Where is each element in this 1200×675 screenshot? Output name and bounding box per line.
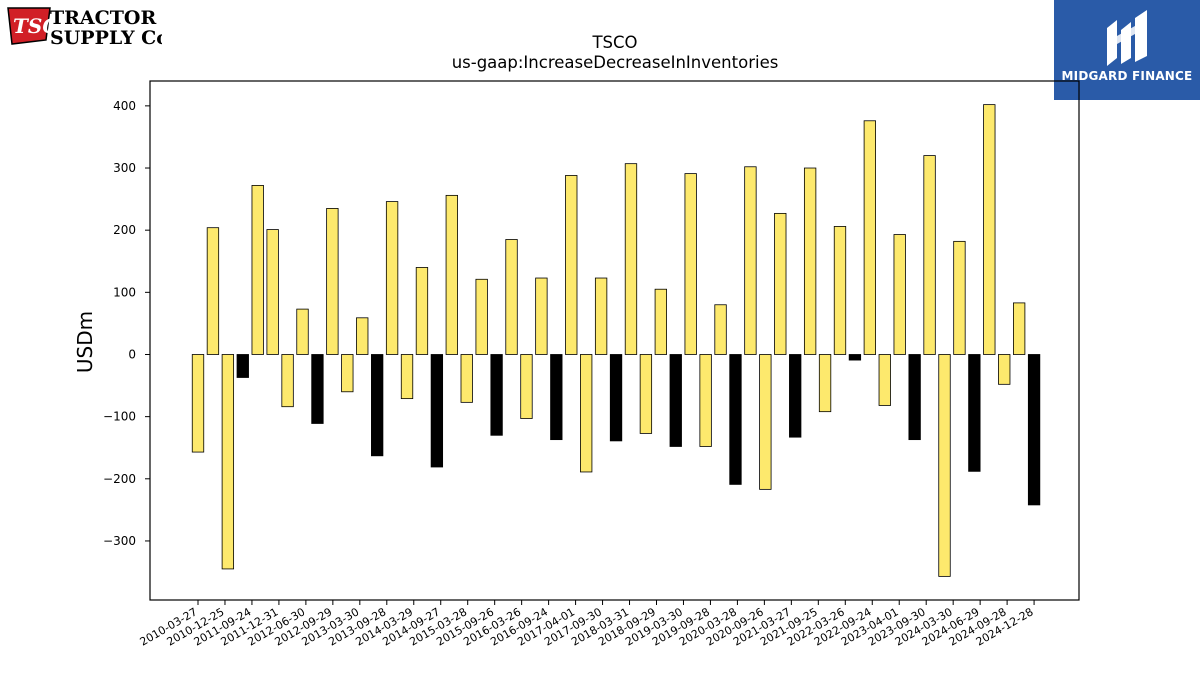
bar	[460, 354, 473, 403]
plot-frame	[149, 80, 1080, 601]
bar	[311, 354, 324, 424]
midgard-finance-logo: MIDGARD FINANCE	[1054, 0, 1200, 100]
bar	[594, 277, 608, 355]
bar	[789, 354, 802, 438]
bar	[445, 194, 458, 355]
y-tick-label: 400	[113, 99, 136, 113]
bar	[744, 166, 757, 355]
bar	[878, 354, 891, 406]
bar	[1027, 354, 1041, 506]
bar	[684, 173, 697, 355]
bar	[983, 104, 996, 355]
bar	[803, 167, 817, 355]
bar	[221, 354, 235, 570]
bar	[759, 354, 772, 490]
x-axis: 2010-03-272010-12-252011-09-242011-12-31…	[138, 600, 1036, 649]
bar	[356, 317, 369, 355]
bar	[505, 239, 518, 355]
bar	[550, 354, 563, 441]
bar	[281, 354, 294, 408]
bar	[520, 354, 533, 419]
y-tick-label: −300	[103, 534, 136, 548]
bar	[818, 354, 832, 413]
bar	[251, 185, 264, 355]
bar	[848, 354, 862, 361]
bar	[490, 354, 503, 436]
bar	[371, 354, 384, 457]
bar	[565, 175, 578, 355]
bar	[953, 240, 966, 355]
y-tick-label: −100	[103, 410, 136, 424]
bar	[669, 354, 682, 447]
y-axis: −300 −200 −100 0 100 200 300 400	[103, 99, 150, 548]
bar	[938, 354, 951, 577]
bar	[654, 288, 667, 355]
y-tick-label: −200	[103, 472, 136, 486]
bar	[1013, 302, 1026, 355]
bar	[415, 267, 429, 355]
bar	[923, 155, 936, 355]
bar	[714, 304, 727, 355]
bar	[430, 354, 444, 468]
bar	[400, 354, 414, 400]
bar	[833, 226, 847, 355]
bar	[609, 354, 623, 442]
bar	[385, 201, 399, 355]
bar	[624, 163, 638, 355]
y-tick-label: 100	[113, 285, 136, 299]
midgard-emblem-icon	[1107, 10, 1147, 66]
bar	[580, 354, 593, 473]
bar	[863, 120, 876, 355]
y-tick-label: 0	[128, 347, 136, 361]
bar	[475, 278, 488, 355]
bar	[774, 212, 787, 355]
y-tick-label: 200	[113, 223, 136, 237]
bar	[535, 277, 548, 355]
tractor-supply-logo: TSC TRACTOR SUPPLY Co	[6, 4, 169, 49]
bar	[908, 354, 921, 441]
bar	[266, 229, 279, 355]
y-tick-label: 300	[113, 161, 136, 175]
chart-title: TSCO	[591, 33, 637, 52]
y-axis-label: USDm	[73, 311, 97, 373]
tsc-line1: TRACTOR	[50, 7, 156, 29]
bar	[341, 354, 354, 393]
bar	[968, 354, 981, 472]
chart-subtitle: us-gaap:IncreaseDecreaseInInventories	[452, 53, 779, 72]
bar	[191, 354, 205, 453]
bar	[296, 308, 309, 355]
midgard-finance-label: MIDGARD FINANCE	[1061, 69, 1193, 83]
bar	[699, 354, 712, 447]
bar	[236, 354, 249, 378]
bar	[326, 208, 339, 355]
bar	[729, 354, 742, 485]
bar	[639, 354, 653, 434]
bar	[893, 234, 906, 355]
tsc-badge-text: TSC	[13, 14, 58, 38]
bar	[206, 227, 220, 355]
bar	[998, 354, 1011, 385]
tsc-line2: SUPPLY Co	[50, 27, 162, 48]
bars-group	[191, 104, 1041, 577]
